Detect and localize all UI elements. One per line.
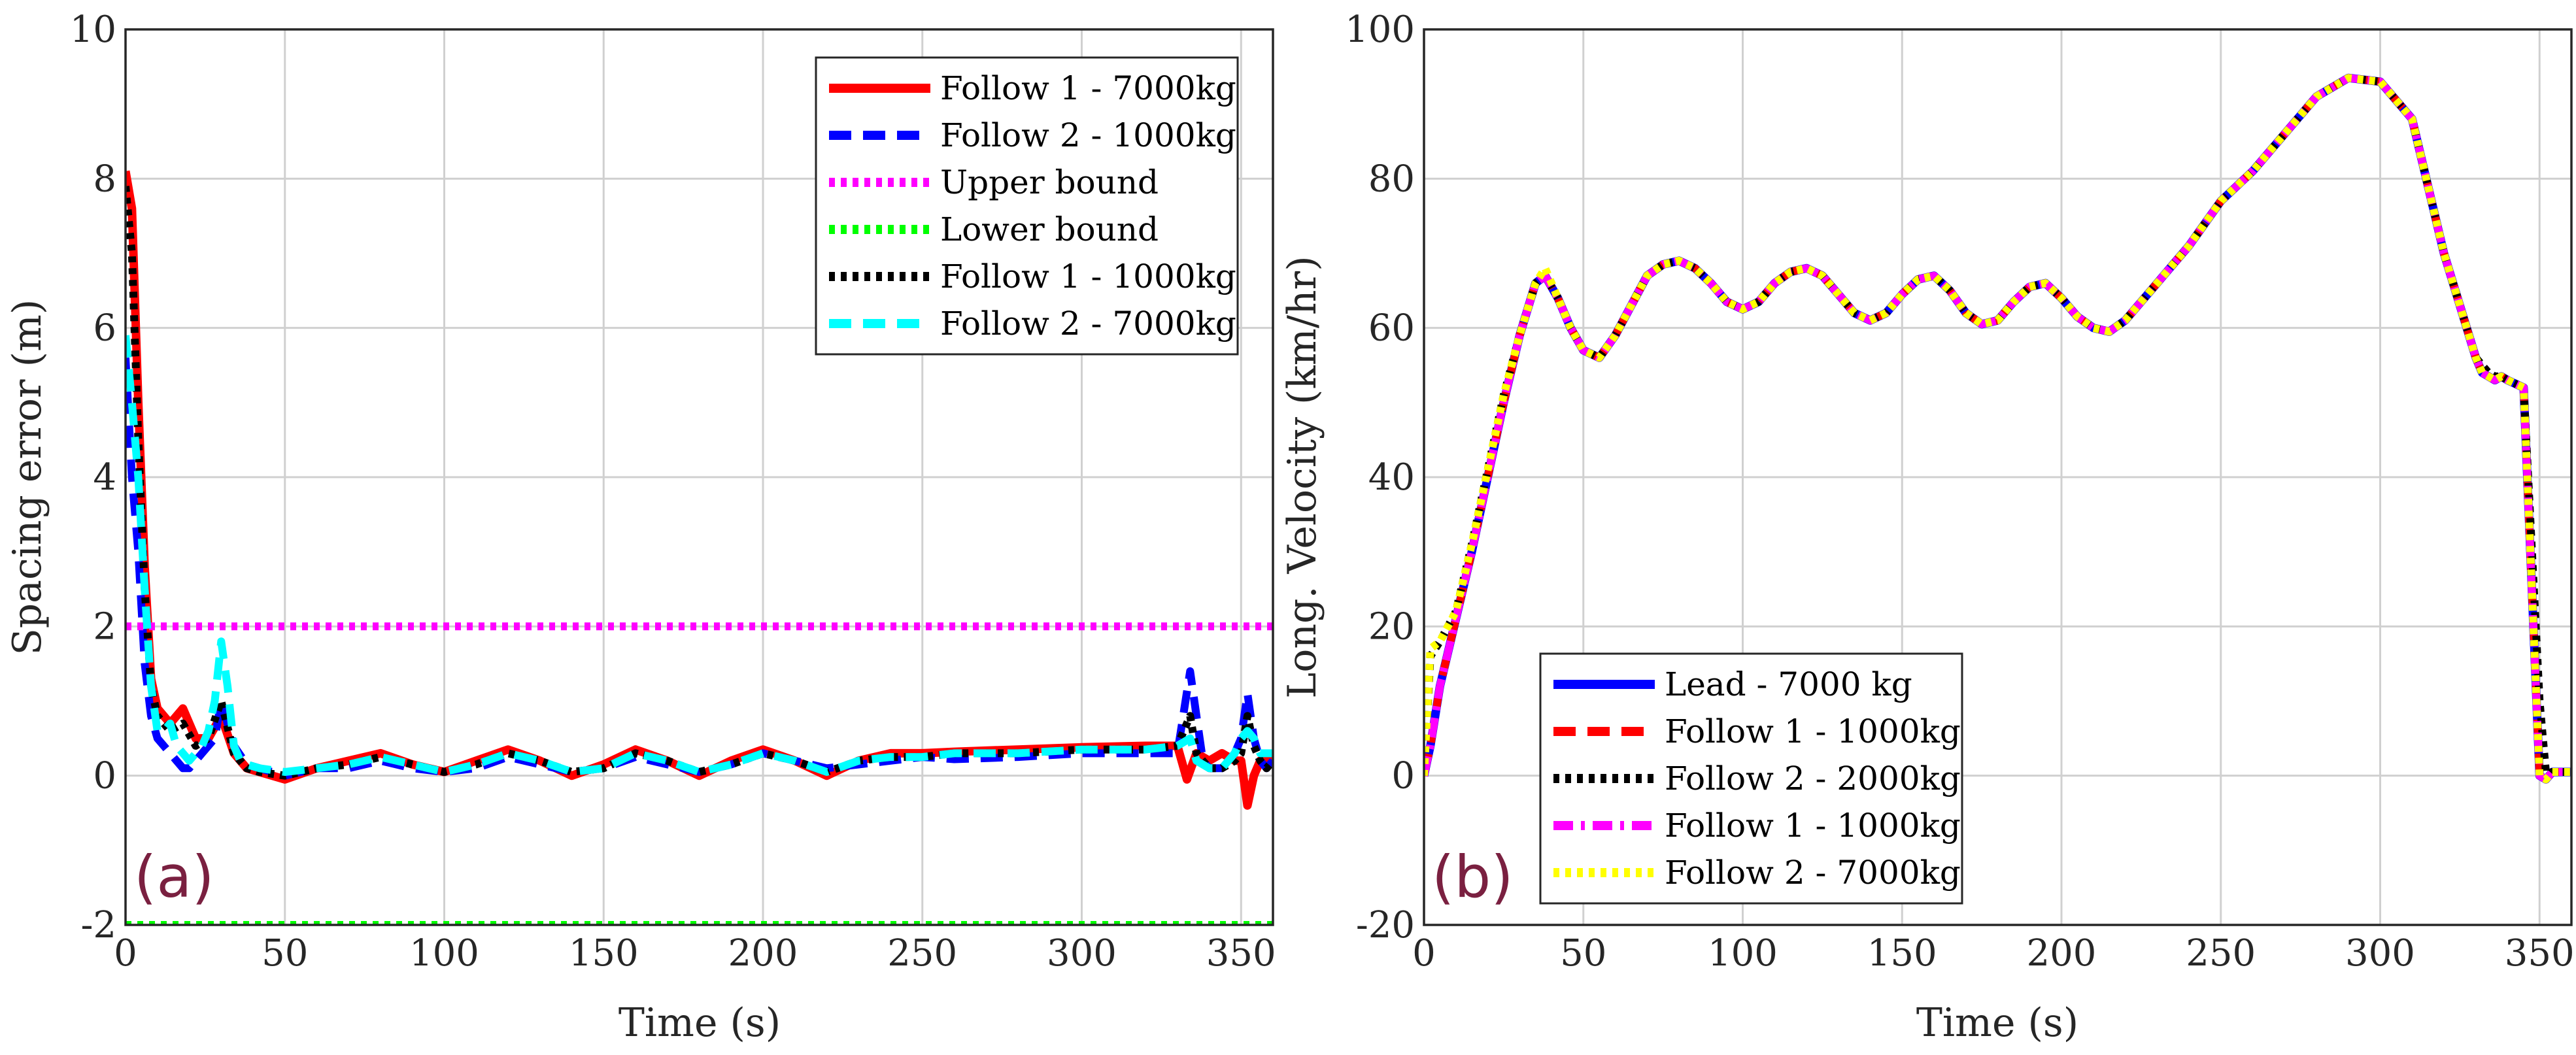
x-tick-label: 350 [2505,932,2575,975]
legend-a: Follow 1 - 7000kg Follow 2 - 1000kg Upper … [815,56,1239,356]
y-tick-labels-a: -2 0 2 4 6 8 10 [70,8,116,946]
y-tick-label: 60 [1368,307,1415,350]
x-tick-labels-b: 0 50 100 150 200 250 300 350 [1412,932,2575,975]
axes-frame-a [124,28,1274,926]
y-tick-label: 10 [70,8,116,51]
y-tick-label: 6 [93,307,116,350]
y-tick-label: 80 [1368,158,1415,200]
y-tick-label: 40 [1368,456,1415,499]
x-tick-label: 0 [114,932,137,975]
y-axis-label-b: Long. Velocity (km/hr) [1280,256,1325,698]
legend-entry-label: Follow 1 - 1000kg [940,258,1236,295]
y-tick-label: -20 [1356,904,1415,946]
legend-entry-label: Follow 2 - 2000kg [1665,760,1961,797]
x-tick-label: 100 [409,932,479,975]
series-line-follow-2-7000kg [126,335,1273,776]
legend-box [1539,652,1963,905]
legend-entry-label: Follow 1 - 1000kg [1665,807,1961,845]
series-group-a [126,170,1273,925]
panel-label-a: (a) [134,843,214,911]
x-tick-label: 150 [1867,932,1937,975]
legend-box [815,56,1239,356]
y-tick-label: 0 [93,755,116,797]
x-tick-label: 150 [569,932,639,975]
x-tick-label: 300 [2345,932,2415,975]
x-tick-label: 50 [262,932,308,975]
x-tick-label: 200 [2027,932,2097,975]
series-group-b [1424,73,2571,784]
legend-entry-label: Follow 2 - 1000kg [940,116,1236,154]
x-axis-label-b: Time (s) [1916,1000,2078,1046]
x-tick-label: 250 [887,932,957,975]
legend-entry-label: Upper bound [940,163,1159,201]
series-line-follow-1-1000kg [1424,74,2571,784]
x-tick-label: 200 [728,932,798,975]
panel-label-b: (b) [1432,843,1514,911]
series-line-follow-1-1000kg [1424,74,2571,784]
y-tick-label: 8 [93,158,116,200]
y-tick-label: 4 [93,456,116,499]
legend-entry-label: Follow 1 - 1000kg [1665,712,1961,750]
legend-entry-label: Follow 2 - 7000kg [940,305,1236,343]
y-tick-labels-b: -20 0 20 40 60 80 100 [1345,8,1415,946]
y-tick-label: 100 [1345,8,1415,51]
x-tick-label: 300 [1047,932,1117,975]
x-tick-label: 100 [1708,932,1778,975]
legend-entry-label: Lead - 7000 kg [1665,665,1912,703]
y-tick-label: 0 [1391,755,1415,797]
x-tick-label: 0 [1412,932,1436,975]
legend-entry-label: Lower bound [940,210,1159,248]
x-tick-label: 50 [1560,932,1606,975]
legend-b: Lead - 7000 kg Follow 1 - 1000kg Follow 2 … [1539,652,1963,905]
y-tick-label: 20 [1368,605,1415,648]
y-tick-label: 2 [93,605,116,648]
legend-entry-label: Follow 2 - 7000kg [1665,854,1961,892]
series-line-follow-2-7000kg [1424,74,2571,784]
x-tick-label: 350 [1206,932,1276,975]
legend-entry-label: Follow 1 - 7000kg [940,69,1236,107]
x-axis-label-a: Time (s) [619,1000,781,1046]
y-axis-label-a: Spacing error (m) [5,299,50,656]
axes-frame-b [1423,28,2573,926]
x-tick-label: 250 [2186,932,2256,975]
y-tick-label: -2 [80,904,116,946]
x-tick-labels-a: 0 50 100 150 200 250 300 350 [114,932,1276,975]
